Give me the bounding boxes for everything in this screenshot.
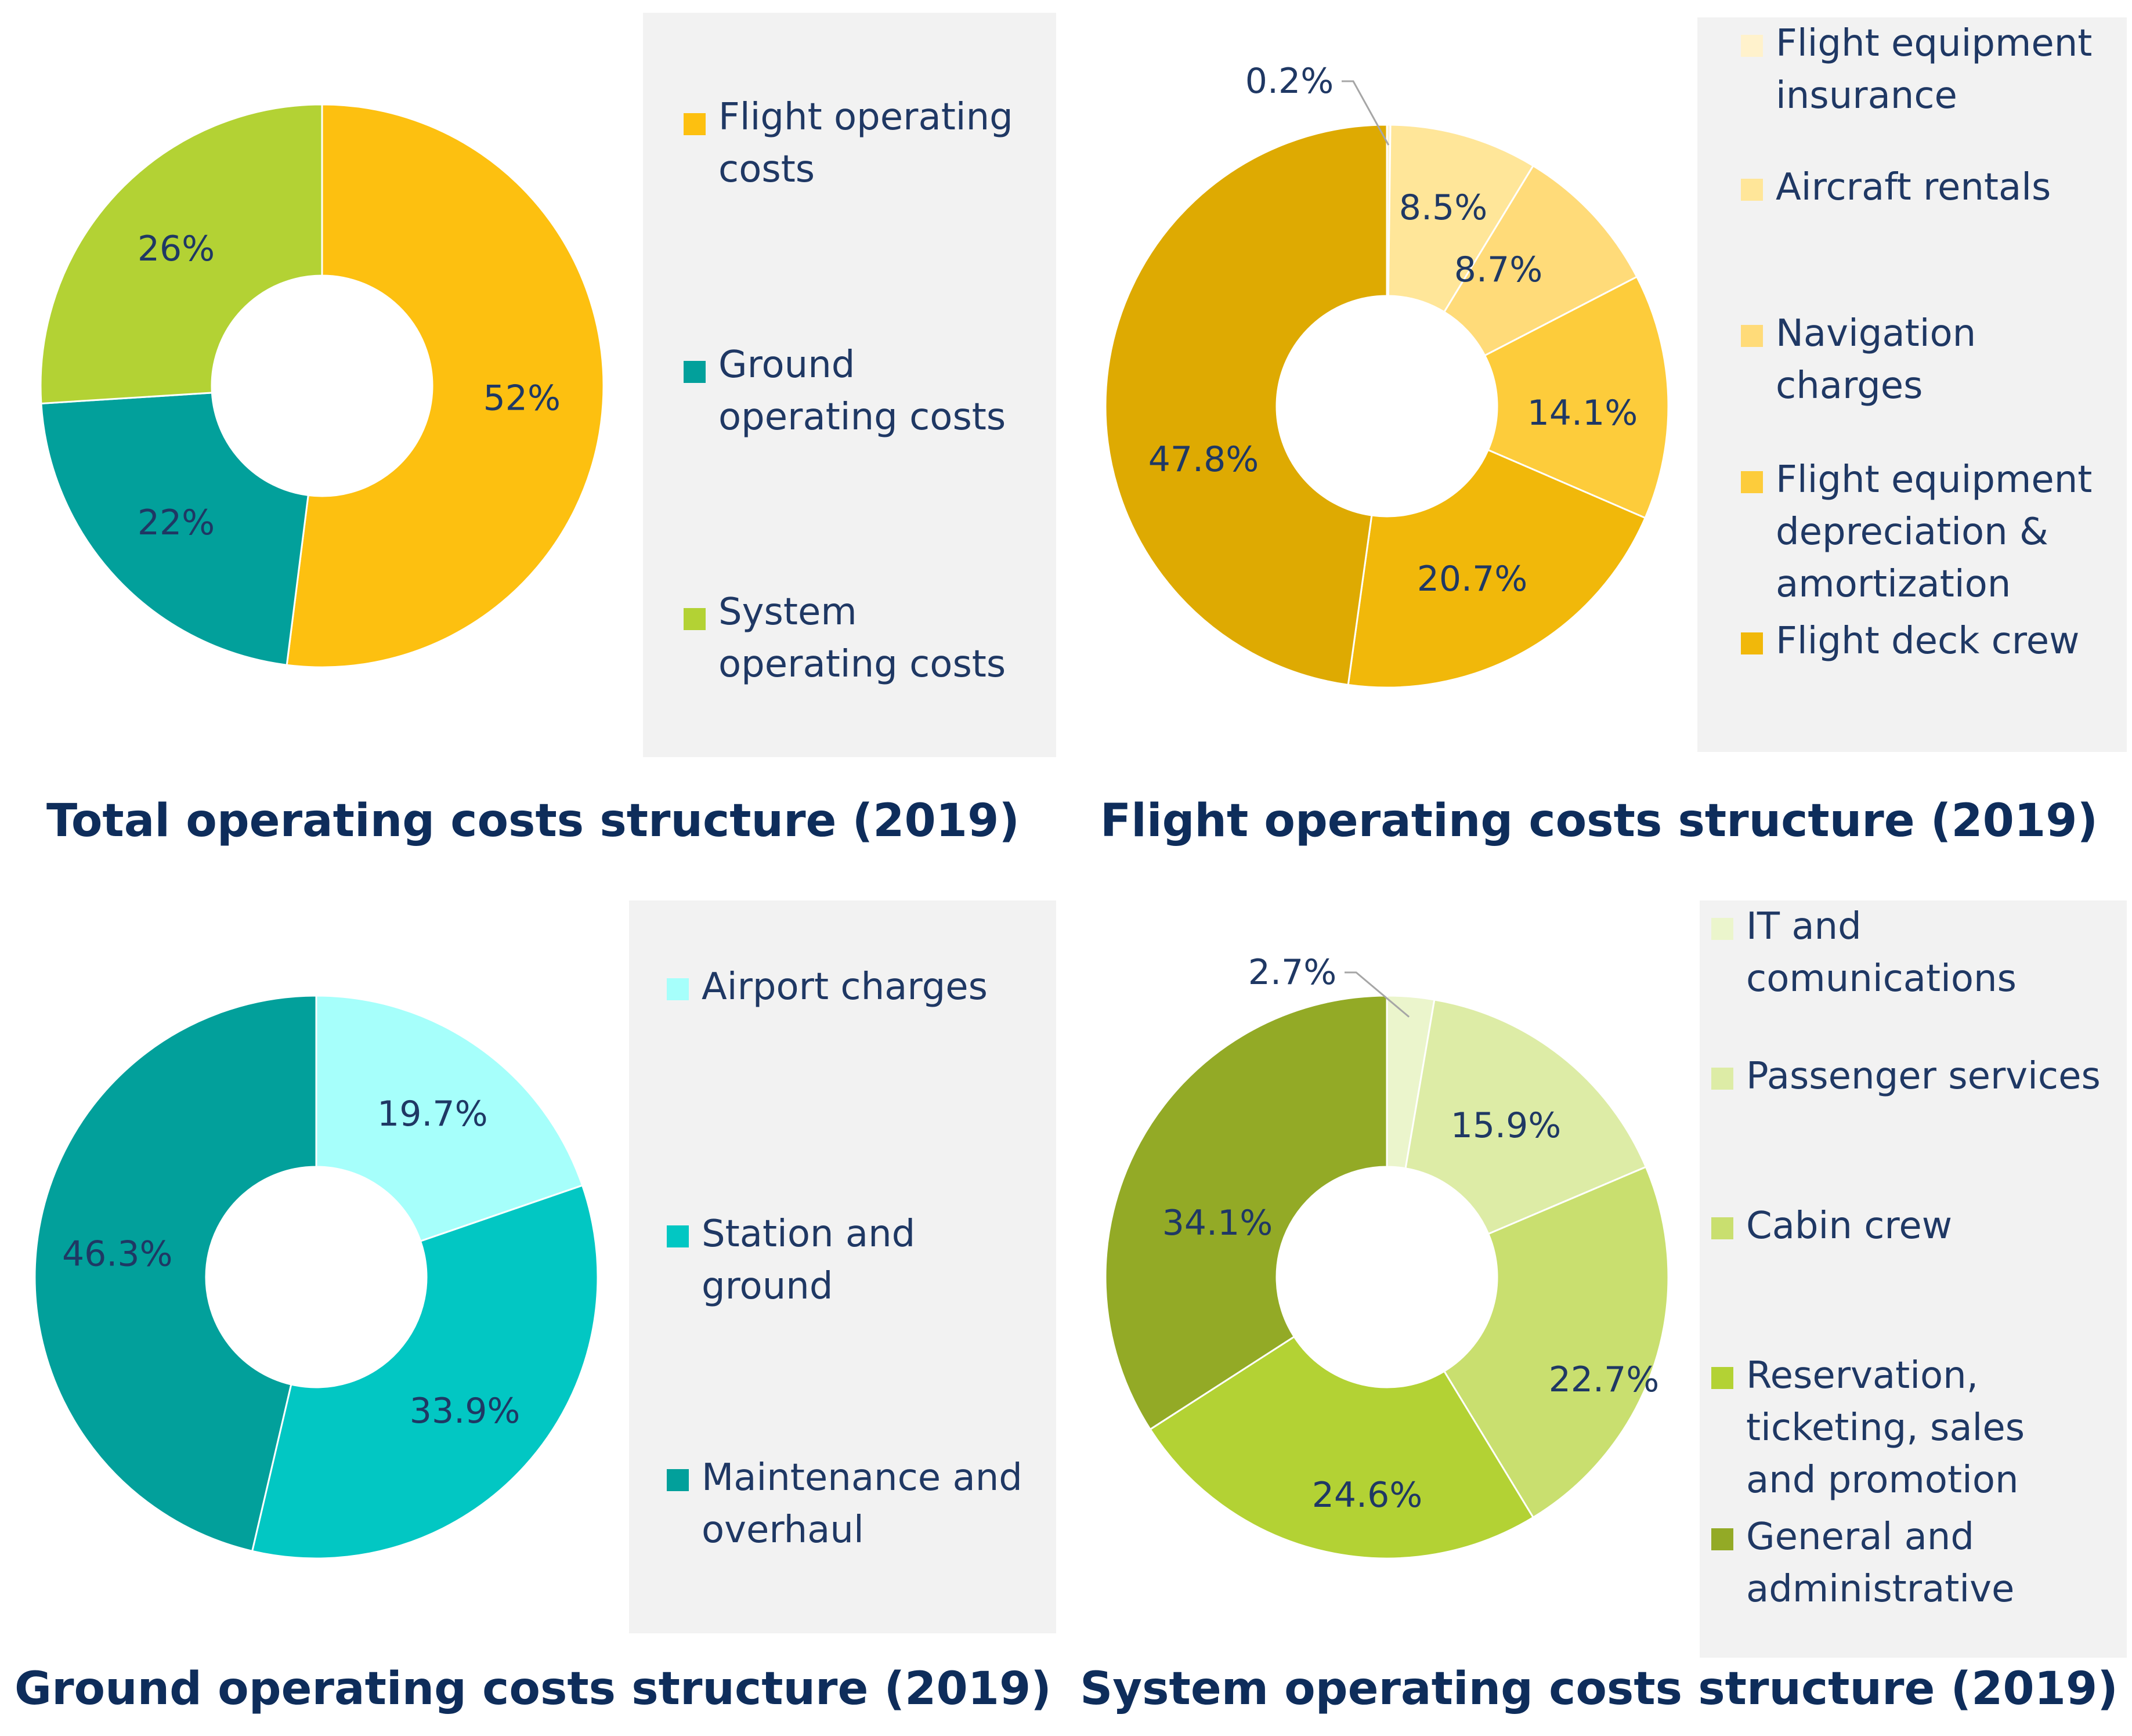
data-label: 19.7% xyxy=(377,1094,488,1134)
legend-swatch xyxy=(1741,471,1763,493)
legend-label: Flight equipment depreciation & amortiza… xyxy=(1776,458,2093,606)
total-costs-panel: 52% 22% 26% Flight operating costs Ground … xyxy=(0,0,1066,868)
donut-slice xyxy=(1104,994,1388,1431)
chart-title: Flight operating costs structure (2019) xyxy=(1100,795,2098,847)
legend-label: System operating costs xyxy=(718,591,1006,686)
legend-label: Cabin crew xyxy=(1746,1205,1953,1247)
legend-label: Passenger services xyxy=(1746,1055,2101,1098)
legend-swatch xyxy=(1741,35,1763,57)
legend-swatch xyxy=(1711,1528,1733,1550)
chart-title: System operating costs structure (2019) xyxy=(1080,1663,2118,1715)
legend-swatch xyxy=(684,113,706,135)
legend-swatch xyxy=(1741,325,1763,347)
legend-label: Reservation, ticketing, sales and promot… xyxy=(1746,1354,2025,1502)
donut-slice xyxy=(251,1184,599,1560)
legend-swatch xyxy=(684,608,706,630)
legend-swatch xyxy=(1711,1217,1733,1239)
chart-title: Ground operating costs structure (2019) xyxy=(15,1663,1051,1715)
donut-slice xyxy=(1149,1335,1535,1560)
legend-label: Station and ground xyxy=(702,1213,916,1308)
legend-label: General and administrative xyxy=(1746,1516,2015,1611)
donut-slice xyxy=(315,994,584,1243)
chart-title: Total operating costs structure (2019) xyxy=(46,795,1020,847)
data-label: 34.1% xyxy=(1162,1203,1273,1243)
donut-slice xyxy=(286,103,605,668)
data-label: 47.8% xyxy=(1148,439,1259,480)
data-label: 14.1% xyxy=(1527,393,1638,433)
legend-label: IT and comunications xyxy=(1746,905,2017,1000)
data-label: 8.7% xyxy=(1454,249,1542,290)
data-label: 24.6% xyxy=(1312,1475,1423,1516)
legend-swatch xyxy=(1711,918,1733,940)
donut-slice xyxy=(1483,276,1670,519)
legend-label: Navigation charges xyxy=(1776,312,1976,407)
data-label: 33.9% xyxy=(410,1391,521,1431)
data-label: 26% xyxy=(138,229,215,269)
legend-label: Flight equipment insurance xyxy=(1776,22,2093,117)
legend-label: Aircraft rentals xyxy=(1776,166,2051,209)
donut-slice xyxy=(1404,999,1647,1235)
legend-swatch xyxy=(1711,1068,1733,1090)
flight-costs-donut: 0.2% 8.5% 8.7% 14.1% 20.7% 47.8% xyxy=(1104,61,1670,689)
donut-slice xyxy=(39,103,323,405)
legend-swatch xyxy=(1711,1367,1733,1389)
system-costs-panel: 2.7% 15.9% 22.7% 24.6% 34.1% IT and comunica… xyxy=(1066,868,2132,1736)
legend-label: Maintenance and overhaul xyxy=(702,1456,1022,1551)
legend-swatch xyxy=(1741,179,1763,201)
donut-slice xyxy=(1443,164,1638,357)
flight-costs-legend: Flight equipment insurance Aircraft rent… xyxy=(1697,17,2127,752)
data-label: 2.7% xyxy=(1248,952,1336,993)
legend-label: Airport charges xyxy=(702,965,988,1008)
data-label: 8.5% xyxy=(1399,187,1487,228)
data-label: 15.9% xyxy=(1451,1105,1562,1146)
donut-slice xyxy=(1347,449,1647,689)
donut-slice xyxy=(1443,1166,1670,1519)
data-label: 52% xyxy=(483,378,561,419)
data-label: 0.2% xyxy=(1245,61,1334,102)
donut-slice xyxy=(34,994,317,1553)
legend-swatch xyxy=(667,978,689,1000)
legend-label: Ground operating costs xyxy=(718,343,1006,439)
data-label: 46.3% xyxy=(62,1234,173,1274)
ground-costs-donut: 19.7% 33.9% 46.3% xyxy=(34,994,599,1560)
donut-slice xyxy=(1387,124,1535,313)
system-costs-donut: 2.7% 15.9% 22.7% 24.6% 34.1% xyxy=(1104,952,1670,1560)
legend-swatch xyxy=(684,361,706,383)
legend-swatch xyxy=(667,1469,689,1491)
legend-label: Flight deck crew xyxy=(1776,620,2080,663)
legend-label: Flight operating costs xyxy=(718,96,1013,191)
ground-costs-legend: Airport charges Station and ground Maint… xyxy=(629,900,1056,1633)
system-costs-legend: IT and comunications Passenger services … xyxy=(1700,900,2127,1658)
leader-line xyxy=(1342,80,1390,146)
data-label: 20.7% xyxy=(1417,559,1528,599)
donut-slice xyxy=(1104,124,1388,686)
total-costs-donut: 52% 22% 26% xyxy=(39,103,605,668)
ground-costs-panel: 19.7% 33.9% 46.3% Airport charges Station … xyxy=(0,868,1066,1736)
flight-costs-panel: 0.2% 8.5% 8.7% 14.1% 20.7% 47.8% Flight equip… xyxy=(1066,0,2132,868)
data-label: 22% xyxy=(138,502,215,543)
donut-slice xyxy=(40,392,309,666)
total-costs-legend: Flight operating costs Ground operating … xyxy=(643,13,1056,757)
data-label: 22.7% xyxy=(1549,1359,1660,1400)
leader-line xyxy=(1345,971,1410,1018)
legend-swatch xyxy=(1741,632,1763,654)
legend-swatch xyxy=(667,1225,689,1247)
